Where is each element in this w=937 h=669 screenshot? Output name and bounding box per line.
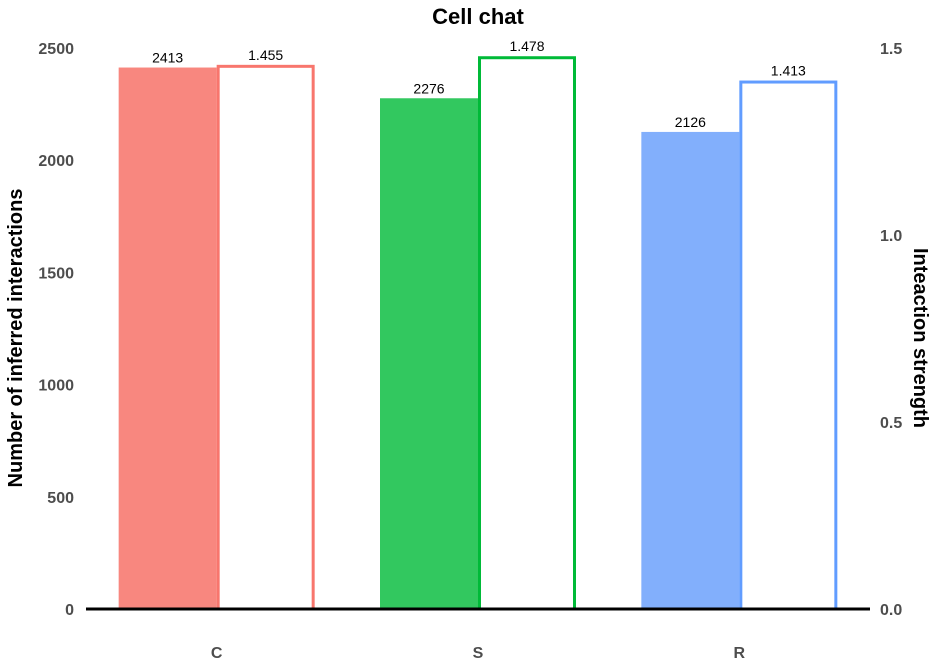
- bar-strength-C: [216, 64, 315, 611]
- data-label-count-R: 2126: [675, 114, 706, 130]
- data-label-count-S: 2276: [413, 80, 444, 96]
- data-label-strength-S: 1.478: [509, 38, 544, 54]
- data-label-strength-R: 1.413: [771, 63, 806, 79]
- y-tick-label-right: 0.0: [880, 602, 902, 619]
- bar-count-C: [118, 67, 217, 609]
- x-tick-label: C: [211, 645, 223, 662]
- data-label-strength-C: 1.455: [248, 47, 283, 63]
- y-axis-right: 0.0 0.5 1.0 1.5: [880, 41, 902, 619]
- bar-strength-R: [739, 80, 838, 611]
- bar-marks: [118, 56, 838, 611]
- y-tick-label-right: 0.5: [880, 415, 902, 432]
- y-axis-title-left: Number of inferred interactions: [5, 189, 27, 488]
- bar-count-S: [380, 98, 478, 610]
- y-tick-label-left: 2000: [38, 153, 74, 170]
- x-tick-label: R: [734, 645, 746, 662]
- x-tick-label: S: [473, 645, 484, 662]
- y-tick-label-left: 1000: [38, 378, 74, 395]
- bar-count-R: [641, 131, 740, 609]
- y-tick-label-left: 1500: [38, 265, 74, 282]
- y-tick-label-left: 0: [65, 602, 74, 619]
- chart-title: Cell chat: [432, 4, 524, 29]
- bar-strength-S: [478, 56, 576, 611]
- y-axis-title-right: Inteaction strength: [909, 248, 931, 428]
- data-label-count-C: 2413: [152, 50, 183, 66]
- y-tick-label-right: 1.5: [880, 41, 902, 58]
- data-labels: 2413 1.455 2276 1.478 2126 1.413: [152, 38, 806, 130]
- y-tick-label-left: 2500: [38, 41, 74, 58]
- y-tick-label-right: 1.0: [880, 228, 902, 245]
- y-axis-left: 0 500 1000 1500 2000 2500: [38, 41, 74, 619]
- y-tick-label-left: 500: [47, 490, 74, 507]
